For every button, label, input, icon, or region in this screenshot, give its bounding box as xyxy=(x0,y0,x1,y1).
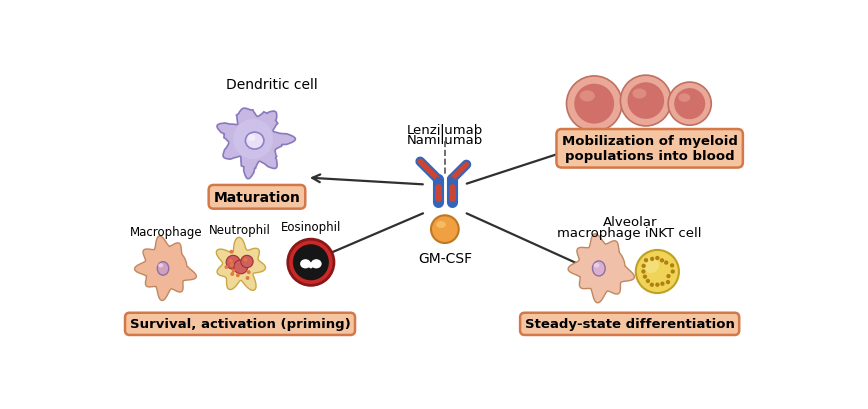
Text: Maturation: Maturation xyxy=(214,190,300,204)
Polygon shape xyxy=(568,234,635,303)
Circle shape xyxy=(667,274,671,279)
Circle shape xyxy=(671,270,675,274)
Circle shape xyxy=(567,77,622,132)
Circle shape xyxy=(575,85,615,124)
Circle shape xyxy=(661,282,665,286)
Circle shape xyxy=(229,259,233,263)
Polygon shape xyxy=(216,238,266,290)
Circle shape xyxy=(247,270,251,274)
Ellipse shape xyxy=(247,135,255,142)
Ellipse shape xyxy=(580,91,595,102)
Circle shape xyxy=(650,257,654,261)
Circle shape xyxy=(643,275,648,279)
Text: Neutrophil: Neutrophil xyxy=(209,224,271,237)
Circle shape xyxy=(670,263,674,268)
Text: macrophage iNKT cell: macrophage iNKT cell xyxy=(557,226,702,239)
Circle shape xyxy=(244,258,247,262)
Circle shape xyxy=(655,283,660,287)
Ellipse shape xyxy=(157,262,168,276)
Text: Survival, activation (priming): Survival, activation (priming) xyxy=(129,317,351,330)
Circle shape xyxy=(660,258,664,263)
Ellipse shape xyxy=(300,260,311,269)
Circle shape xyxy=(230,272,234,276)
Ellipse shape xyxy=(311,260,322,269)
Circle shape xyxy=(233,260,247,274)
Ellipse shape xyxy=(308,263,313,269)
Circle shape xyxy=(655,256,660,261)
Ellipse shape xyxy=(246,133,264,150)
Circle shape xyxy=(240,256,253,268)
Circle shape xyxy=(232,269,235,273)
Ellipse shape xyxy=(436,222,446,229)
Text: Macrophage: Macrophage xyxy=(130,225,202,238)
Circle shape xyxy=(621,76,671,127)
Circle shape xyxy=(227,256,240,270)
Ellipse shape xyxy=(633,89,647,99)
Circle shape xyxy=(646,279,650,283)
Text: Dendritic cell: Dendritic cell xyxy=(227,77,319,91)
Polygon shape xyxy=(233,120,273,160)
Text: GM-CSF: GM-CSF xyxy=(418,251,472,265)
Ellipse shape xyxy=(594,263,600,268)
Circle shape xyxy=(644,258,648,263)
Circle shape xyxy=(641,264,646,268)
Circle shape xyxy=(449,178,455,184)
Circle shape xyxy=(293,245,329,281)
Circle shape xyxy=(668,83,711,126)
Text: Lenzilumab: Lenzilumab xyxy=(407,124,483,137)
Text: Namilumab: Namilumab xyxy=(407,133,483,146)
Text: Mobilization of myeloid
populations into blood: Mobilization of myeloid populations into… xyxy=(562,135,738,163)
Circle shape xyxy=(288,240,334,285)
Circle shape xyxy=(641,270,646,274)
Ellipse shape xyxy=(679,94,690,103)
Circle shape xyxy=(229,250,233,254)
Circle shape xyxy=(435,178,441,184)
Text: Alveolar: Alveolar xyxy=(602,216,657,228)
Circle shape xyxy=(643,258,659,273)
Polygon shape xyxy=(217,109,295,179)
Circle shape xyxy=(230,263,233,267)
Circle shape xyxy=(236,274,240,278)
Circle shape xyxy=(650,283,654,287)
Ellipse shape xyxy=(593,261,605,276)
Circle shape xyxy=(246,276,249,280)
Ellipse shape xyxy=(158,264,163,268)
Circle shape xyxy=(635,250,679,293)
Circle shape xyxy=(664,261,668,265)
Circle shape xyxy=(225,265,228,269)
Circle shape xyxy=(628,83,664,119)
Text: Eosinophil: Eosinophil xyxy=(280,221,341,234)
Polygon shape xyxy=(135,236,196,301)
Circle shape xyxy=(674,89,705,120)
Text: Steady-state differentiation: Steady-state differentiation xyxy=(525,317,734,330)
Circle shape xyxy=(431,216,458,243)
Circle shape xyxy=(666,280,670,285)
